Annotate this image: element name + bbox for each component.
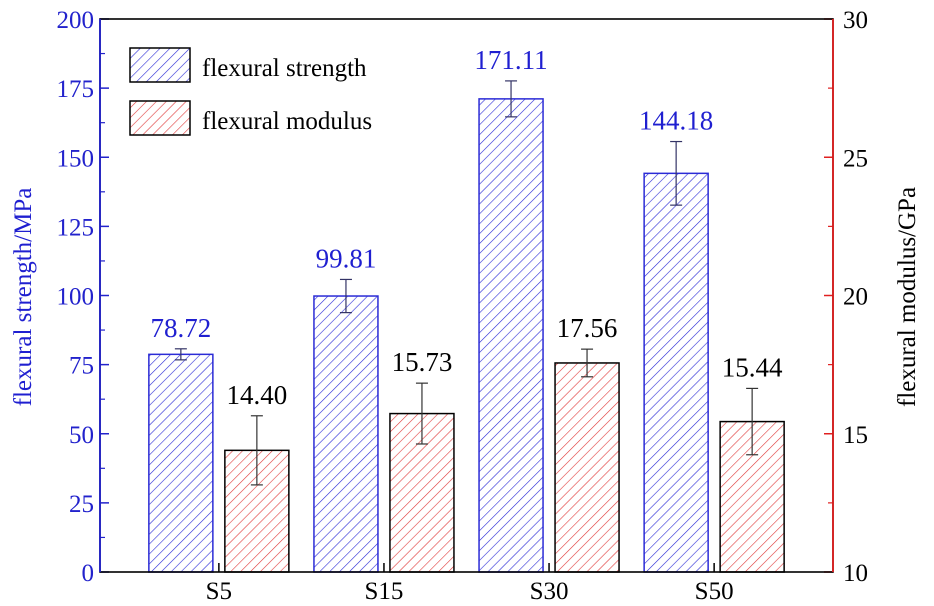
value-label-modulus: 15.44 <box>722 352 783 382</box>
left-tick-label: 150 <box>57 145 95 172</box>
bars: 78.72 14.40 99.81 15.73 171.11 17.56 144.18 15.… <box>148 45 785 573</box>
value-label-strength: 144.18 <box>639 106 713 136</box>
right-tick-label: 15 <box>843 422 868 449</box>
legend-swatch-modulus <box>129 100 191 136</box>
left-tick-label: 75 <box>69 353 94 380</box>
right-tick-label: 20 <box>843 284 868 311</box>
left-axis-ticks: 0 25 50 75 100 125 150 175 200 <box>57 7 109 587</box>
bar-flexural-strength <box>478 98 544 573</box>
value-label-strength: 171.11 <box>474 45 547 75</box>
left-tick-label: 0 <box>82 560 95 587</box>
bar-flexural-strength <box>313 295 379 573</box>
value-label-strength: 99.81 <box>316 243 377 273</box>
legend: flexural strength flexural modulus <box>129 47 372 136</box>
x-tick-label: S50 <box>695 578 734 605</box>
legend-swatch-strength <box>129 47 191 83</box>
right-tick-label: 30 <box>843 7 868 34</box>
right-axis-ticks: 10 15 20 25 30 <box>824 7 868 587</box>
value-label-modulus: 15.73 <box>392 347 453 377</box>
bar-flexural-modulus <box>554 362 620 573</box>
left-tick-label: 50 <box>69 422 94 449</box>
x-axis: S5 S15 S30 S50 <box>206 563 734 605</box>
right-tick-label: 25 <box>843 145 868 172</box>
left-axis-label: flexural strength/MPa <box>10 188 37 407</box>
legend-label-strength: flexural strength <box>202 55 367 82</box>
value-label-modulus: 14.40 <box>226 380 287 410</box>
bar-flexural-strength <box>643 172 709 573</box>
left-tick-label: 25 <box>69 491 94 518</box>
bar-flexural-strength <box>148 353 214 573</box>
left-tick-label: 125 <box>57 214 95 241</box>
value-label-modulus: 17.56 <box>557 313 618 343</box>
x-tick-label: S30 <box>530 578 569 605</box>
x-tick-label: S15 <box>365 578 404 605</box>
left-tick-label: 100 <box>57 284 95 311</box>
left-tick-label: 175 <box>57 76 95 103</box>
legend-label-modulus: flexural modulus <box>202 108 372 135</box>
right-tick-label: 10 <box>843 560 868 587</box>
right-axis-label: flexural modulus/GPa <box>894 187 921 407</box>
left-tick-label: 200 <box>57 7 95 34</box>
value-label-strength: 78.72 <box>150 313 211 343</box>
x-tick-label: S5 <box>206 578 232 605</box>
